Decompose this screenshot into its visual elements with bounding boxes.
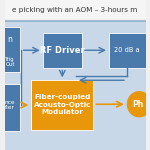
Text: n: n <box>8 35 13 44</box>
Text: nce
fier: nce fier <box>5 100 15 110</box>
Text: RF Driver: RF Driver <box>40 46 85 55</box>
Bar <box>43 33 82 68</box>
Bar <box>31 80 93 130</box>
Text: Trig
Out: Trig Out <box>5 57 15 68</box>
Bar <box>4 20 146 150</box>
Bar <box>0 84 20 130</box>
Text: e picking with an AOM – 3-hours m: e picking with an AOM – 3-hours m <box>12 7 138 13</box>
Text: 20 dB a: 20 dB a <box>114 47 140 53</box>
Bar <box>4 0 146 20</box>
Text: Ph: Ph <box>132 100 143 109</box>
Text: Fiber-coupled
Acousto-Optic
Modulator: Fiber-coupled Acousto-Optic Modulator <box>34 94 91 116</box>
Circle shape <box>127 91 150 117</box>
Bar <box>109 33 150 68</box>
Bar <box>0 27 20 72</box>
